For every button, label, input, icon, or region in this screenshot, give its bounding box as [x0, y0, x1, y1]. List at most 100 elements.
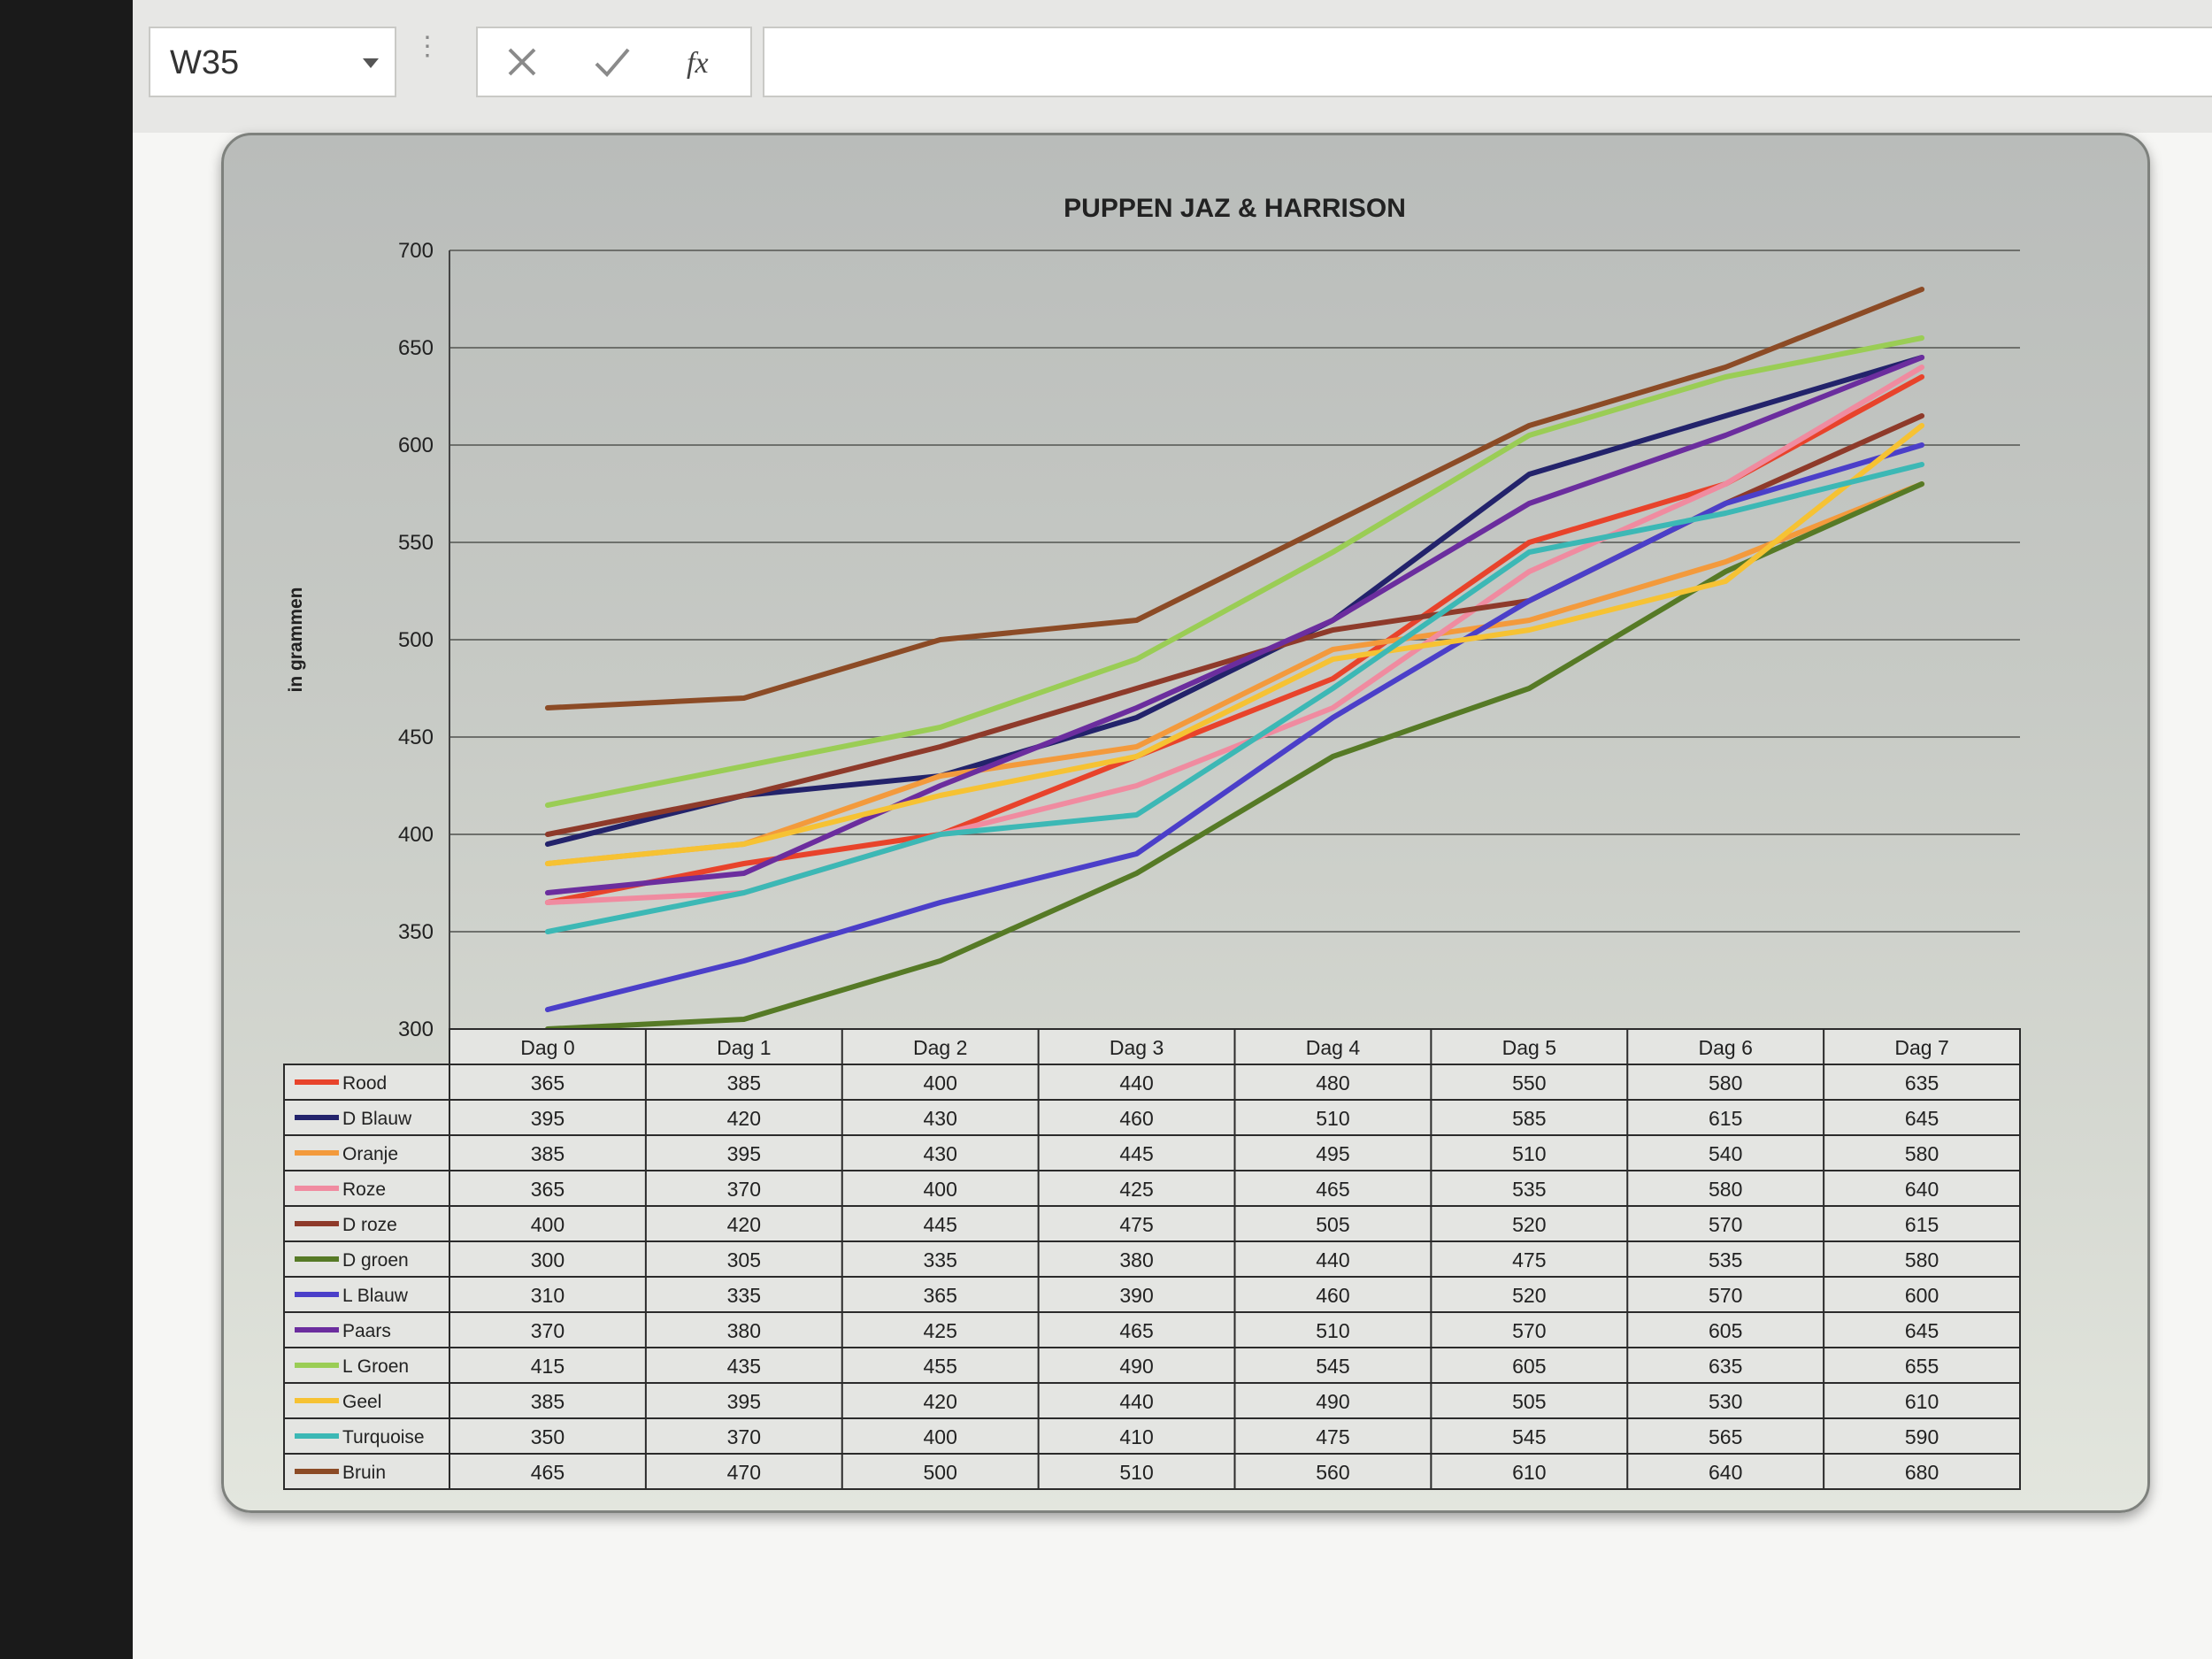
table-cell-value: 645 — [1905, 1319, 1939, 1342]
table-cell-value: 380 — [1119, 1248, 1153, 1271]
table-cell-value: 460 — [1119, 1107, 1153, 1130]
x-category-label: Dag 1 — [717, 1036, 771, 1059]
table-cell-value: 400 — [924, 1425, 957, 1448]
table-cell-value: 475 — [1512, 1248, 1546, 1271]
table-cell-value: 535 — [1512, 1178, 1546, 1201]
name-box-value: W35 — [170, 44, 240, 81]
table-cell-value: 570 — [1709, 1284, 1742, 1307]
table-cell-value: 655 — [1905, 1355, 1939, 1378]
legend-label: Rood — [342, 1073, 387, 1094]
x-category-label: Dag 7 — [1894, 1036, 1948, 1059]
table-cell-value: 430 — [924, 1107, 957, 1130]
x-category-label: Dag 6 — [1699, 1036, 1753, 1059]
table-cell-value: 370 — [727, 1178, 761, 1201]
legend-label: Bruin — [342, 1463, 386, 1483]
series-line — [544, 287, 1925, 710]
legend-label: D roze — [342, 1215, 397, 1235]
table-cell-value: 365 — [531, 1178, 565, 1201]
sheet-area[interactable]: PUPPEN JAZ & HARRISON in grammen 300 350 400… — [133, 133, 2212, 1659]
table-cell-value: 605 — [1709, 1319, 1742, 1342]
vertical-dots-icon[interactable]: ⋮ — [414, 32, 441, 61]
table-cell-value: 415 — [531, 1355, 565, 1378]
table-cell-value: 460 — [1316, 1284, 1349, 1307]
table-cell-value: 430 — [924, 1142, 957, 1165]
table-cell-value: 390 — [1119, 1284, 1153, 1307]
table-cell-value: 580 — [1709, 1071, 1742, 1094]
table-cell-value: 570 — [1512, 1319, 1546, 1342]
table-cell-value: 385 — [727, 1071, 761, 1094]
table-cell-value: 510 — [1119, 1461, 1153, 1484]
enter-button[interactable] — [577, 34, 648, 92]
table-cell-value: 640 — [1709, 1461, 1742, 1484]
table-cell-value: 610 — [1905, 1390, 1939, 1413]
table-cell-value: 500 — [924, 1461, 957, 1484]
table-cell-value: 495 — [1316, 1142, 1349, 1165]
table-cell-value: 420 — [727, 1213, 761, 1236]
table-cell-value: 480 — [1316, 1071, 1349, 1094]
table-cell-value: 425 — [924, 1319, 957, 1342]
table-cell-value: 470 — [727, 1461, 761, 1484]
table-cell-value: 380 — [727, 1319, 761, 1342]
table-cell-value: 365 — [531, 1071, 565, 1094]
y-tick-label: 500 — [398, 628, 434, 652]
legend-label: Turquoise — [342, 1427, 425, 1448]
table-cell-value: 400 — [531, 1213, 565, 1236]
table-cell-value: 440 — [1316, 1248, 1349, 1271]
x-category-label: Dag 4 — [1306, 1036, 1361, 1059]
y-tick-label: 350 — [398, 920, 434, 944]
cancel-button[interactable] — [487, 34, 557, 92]
x-category-label: Dag 0 — [520, 1036, 574, 1059]
name-box[interactable]: W35 — [149, 27, 396, 97]
y-tick-label: 600 — [398, 434, 434, 457]
table-cell-value: 475 — [1316, 1425, 1349, 1448]
table-cell-value: 350 — [531, 1425, 565, 1448]
formula-input[interactable] — [763, 27, 2212, 97]
fx-icon: fx — [687, 47, 709, 80]
table-cell-value: 540 — [1709, 1142, 1742, 1165]
table-cell-value: 530 — [1709, 1390, 1742, 1413]
table-cell-value: 490 — [1119, 1355, 1153, 1378]
table-cell-value: 370 — [727, 1425, 761, 1448]
series-line — [544, 355, 1925, 895]
x-category-label: Dag 5 — [1502, 1036, 1556, 1059]
table-cell-value: 640 — [1905, 1178, 1939, 1201]
table-cell-value: 370 — [531, 1319, 565, 1342]
series-line — [544, 442, 1925, 1012]
table-cell-value: 580 — [1709, 1178, 1742, 1201]
table-cell-value: 535 — [1709, 1248, 1742, 1271]
series-line — [544, 413, 1925, 837]
table-cell-value: 335 — [727, 1284, 761, 1307]
y-tick-label: 450 — [398, 726, 434, 749]
table-cell-value: 490 — [1316, 1390, 1349, 1413]
excel-window: W35 ⋮ fx — [133, 0, 2212, 1659]
table-cell-value: 520 — [1512, 1213, 1546, 1236]
table-cell-value: 600 — [1905, 1284, 1939, 1307]
table-cell-value: 385 — [531, 1390, 565, 1413]
table-cell-value: 510 — [1316, 1319, 1349, 1342]
insert-function-button[interactable]: fx — [667, 34, 738, 92]
legend-label: Oranje — [342, 1144, 398, 1164]
table-cell-value: 580 — [1905, 1248, 1939, 1271]
x-icon — [508, 48, 536, 76]
table-cell-value: 440 — [1119, 1390, 1153, 1413]
table-cell-value: 420 — [924, 1390, 957, 1413]
formula-bar: W35 ⋮ fx — [133, 0, 2212, 134]
table-cell-value: 465 — [1316, 1178, 1349, 1201]
table-cell-value: 475 — [1119, 1213, 1153, 1236]
table-cell-value: 400 — [924, 1071, 957, 1094]
table-cell-value: 570 — [1709, 1213, 1742, 1236]
table-cell-value: 440 — [1119, 1071, 1153, 1094]
chart-container[interactable]: PUPPEN JAZ & HARRISON in grammen 300 350 400… — [221, 133, 2150, 1513]
y-tick-label: 700 — [398, 239, 434, 263]
table-cell-value: 580 — [1905, 1142, 1939, 1165]
y-tick-label: 400 — [398, 823, 434, 847]
legend-label: Geel — [342, 1392, 381, 1412]
table-cell-value: 645 — [1905, 1107, 1939, 1130]
table-cell-value: 590 — [1905, 1425, 1939, 1448]
table-cell-value: 395 — [727, 1142, 761, 1165]
fx-label: fx — [687, 47, 709, 80]
chart-title: PUPPEN JAZ & HARRISON — [1064, 194, 1406, 223]
chevron-down-icon[interactable] — [363, 58, 379, 68]
x-category-label: Dag 2 — [913, 1036, 967, 1059]
series-line — [544, 462, 1925, 934]
